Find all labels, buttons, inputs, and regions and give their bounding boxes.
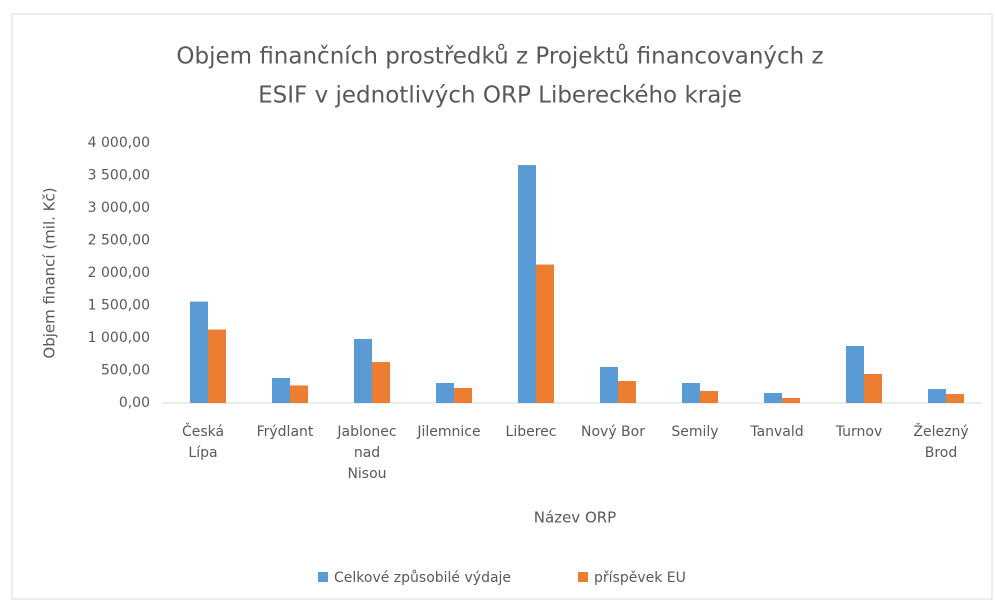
y-tick-label: 2 000,00 [88,265,150,281]
bar [290,385,308,403]
legend-swatch [318,572,328,582]
y-tick-label: 1 500,00 [88,298,150,314]
bar [272,377,290,403]
bar [764,392,782,403]
bar [536,264,554,403]
y-tick-label: 1 000,00 [88,330,150,346]
bar [436,382,454,403]
bar [600,366,618,403]
bar [518,165,536,403]
legend-label: příspěvek EU [594,570,686,586]
bar [618,381,636,403]
y-tick-label: 3 500,00 [88,168,150,184]
bar [190,301,208,403]
bar [454,387,472,403]
x-tick-label: Jilemnice [416,424,480,440]
y-tick-label: 500,00 [101,363,150,379]
y-tick-label: 3 000,00 [88,200,150,216]
y-tick-label: 2 500,00 [88,233,150,249]
chart-frame [11,13,993,600]
bar [354,338,372,403]
bar [864,374,882,403]
x-tick-label: Tanvald [749,424,803,440]
x-tick-label: Železný Brod [913,422,968,461]
x-tick-label: Nový Bor [581,424,645,440]
chart-title: Objem finančních prostředků z Projektů f… [176,43,823,70]
bar [700,390,718,403]
x-tick-label: Česká Lípa [182,422,224,461]
x-tick-label: Turnov [835,424,883,440]
bar [946,394,964,403]
bar [208,329,226,403]
x-tick-label: Jablonec nad Nisou [336,424,396,482]
chart-title: ESIF v jednotlivých ORP Libereckého kraj… [258,83,742,109]
bar [928,389,946,403]
x-tick-label: Semily [671,424,718,440]
x-axis-title: Název ORP [534,509,616,527]
bar [372,362,390,403]
legend-swatch [578,572,588,582]
bar [846,345,864,403]
y-tick-label: 4 000,00 [88,135,150,151]
bar [782,397,800,403]
bar [682,382,700,403]
x-tick-label: Liberec [506,424,557,440]
y-axis-title: Objem financí (mil. Kč) [41,187,59,358]
legend-label: Celkové způsobilé výdaje [334,570,511,586]
x-tick-label: Frýdlant [257,424,314,440]
y-tick-label: 0,00 [119,395,150,411]
